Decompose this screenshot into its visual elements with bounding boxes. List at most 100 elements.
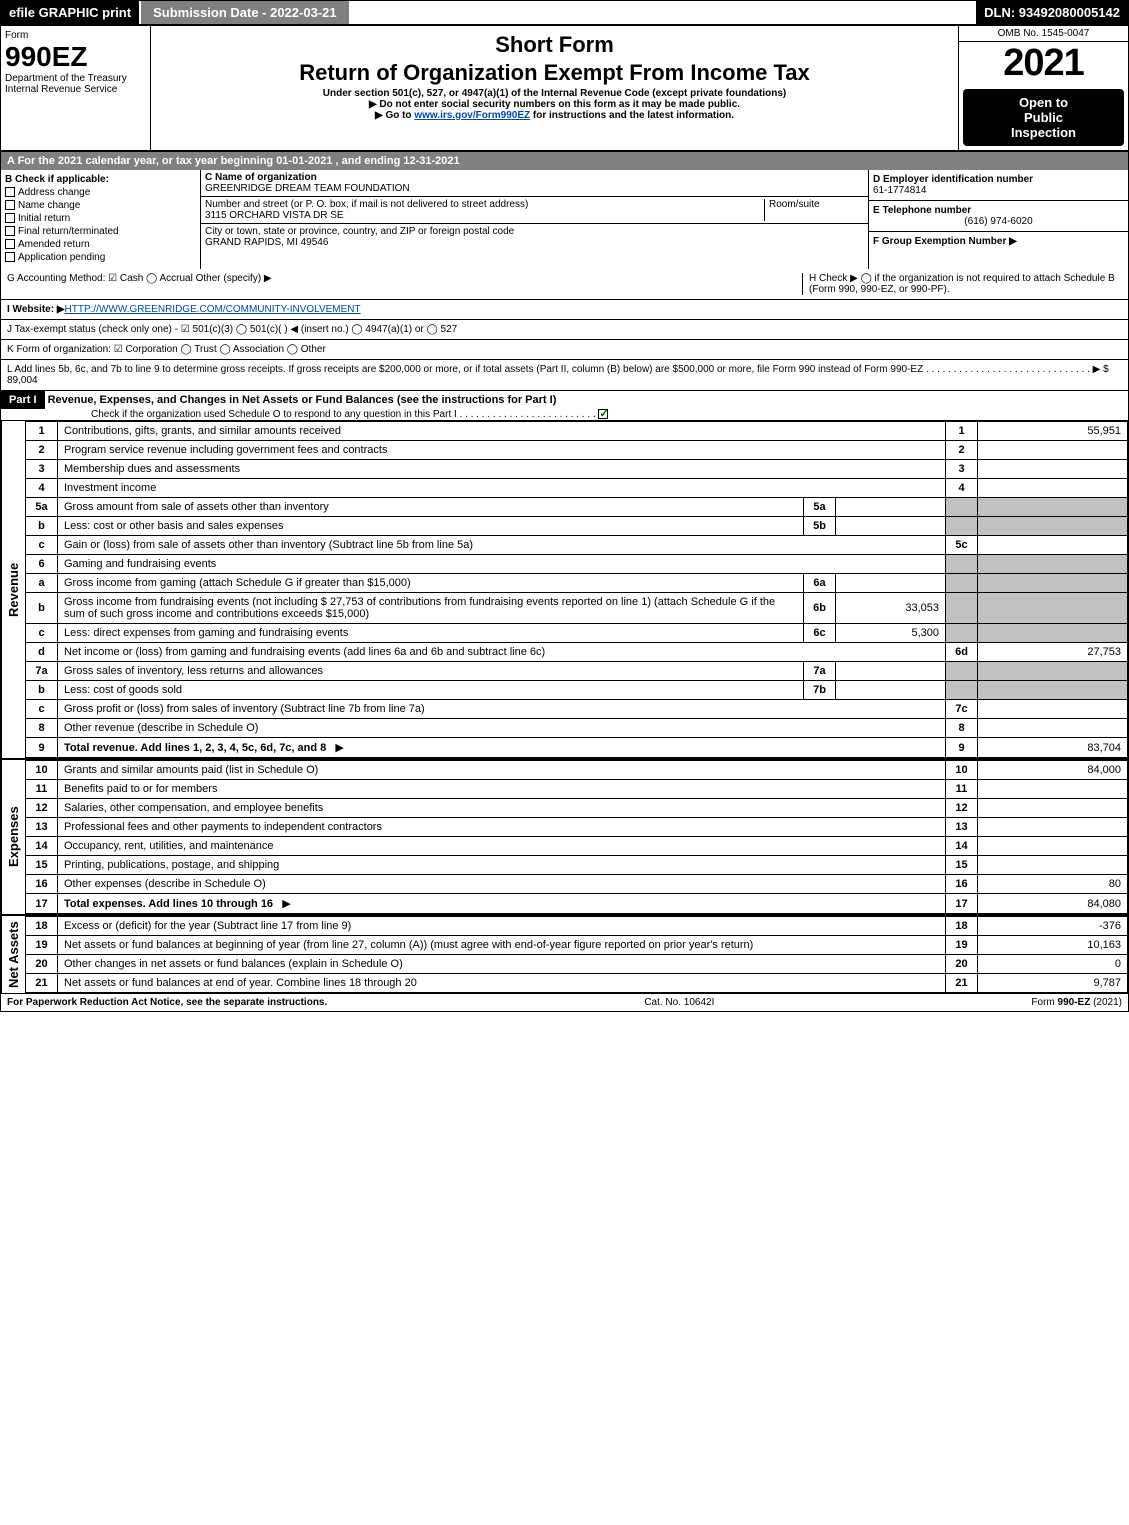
subline-value [836,662,946,681]
section-g: G Accounting Method: ☑ Cash ◯ Accrual Ot… [7,273,802,295]
org-address: 3115 ORCHARD VISTA DR SE [205,210,344,221]
section-k: K Form of organization: ☑ Corporation ◯ … [1,340,1128,360]
header-right: OMB No. 1545-0047 2021 Open to Public In… [958,26,1128,150]
schedule-o-checkbox[interactable] [598,409,608,419]
form-page: efile GRAPHIC print Submission Date - 20… [0,0,1129,1012]
subline-value: 33,053 [836,593,946,624]
phone-label: E Telephone number [873,205,971,216]
line-ref: 12 [946,799,978,818]
line-ref: 4 [946,479,978,498]
section-j: J Tax-exempt status (check only one) - ☑… [1,320,1128,340]
line-ref [946,574,978,593]
line-ref [946,517,978,536]
irs-link[interactable]: www.irs.gov/Form990EZ [414,110,530,121]
subline-value [836,681,946,700]
check-address-change[interactable]: Address change [5,187,196,198]
check-application-pending[interactable]: Application pending [5,252,196,263]
line-desc: Benefits paid to or for members [58,780,946,799]
header-mid: Short Form Return of Organization Exempt… [151,26,958,150]
line-row: dNet income or (loss) from gaming and fu… [26,643,1128,662]
line-row: 18Excess or (deficit) for the year (Subt… [26,917,1128,936]
line-amount [978,700,1128,719]
open-to: Open to [969,95,1118,110]
form-word: Form [5,30,146,41]
line-num: c [26,700,58,719]
line-desc: Less: direct expenses from gaming and fu… [58,624,804,643]
line-row: bLess: cost of goods sold7b [26,681,1128,700]
line-amount [978,441,1128,460]
website-link[interactable]: HTTP://WWW.GREENRIDGE.COM/COMMUNITY-INVO… [65,304,361,315]
line-row: aGross income from gaming (attach Schedu… [26,574,1128,593]
line-desc: Gross income from fundraising events (no… [58,593,804,624]
line-ref: 21 [946,974,978,993]
line-amount: 83,704 [978,738,1128,758]
line-desc: Occupancy, rent, utilities, and maintena… [58,837,946,856]
line-ref: 10 [946,761,978,780]
line-ref: 2 [946,441,978,460]
line-desc: Membership dues and assessments [58,460,946,479]
ein-label: D Employer identification number [873,174,1033,185]
check-amended-return[interactable]: Amended return [5,239,196,250]
line-ref [946,555,978,574]
subline-label: 6a [804,574,836,593]
line-amount: 80 [978,875,1128,894]
line-ref: 1 [946,422,978,441]
check-initial-return[interactable]: Initial return [5,213,196,224]
subline-label: 6b [804,593,836,624]
org-city: GRAND RAPIDS, MI 49546 [205,237,328,248]
subtitle-ssn: ▶ Do not enter social security numbers o… [155,99,954,110]
line-amount: 0 [978,955,1128,974]
line-num: 4 [26,479,58,498]
line-ref: 7c [946,700,978,719]
line-amount [978,593,1128,624]
subline-label: 6c [804,624,836,643]
efile-label: efile GRAPHIC print [1,1,139,24]
subline-label: 5a [804,498,836,517]
section-e: E Telephone number (616) 974-6020 [869,201,1128,232]
check-final-return[interactable]: Final return/terminated [5,226,196,237]
line-desc: Excess or (deficit) for the year (Subtra… [58,917,946,936]
inspection: Inspection [969,125,1118,140]
line-desc: Other expenses (describe in Schedule O) [58,875,946,894]
line-row: 4Investment income4 [26,479,1128,498]
line-row: 6Gaming and fundraising events [26,555,1128,574]
org-addr-cell: Number and street (or P. O. box, if mail… [201,197,868,224]
line-ref: 6d [946,643,978,662]
line-num: 17 [26,894,58,914]
line-desc: Salaries, other compensation, and employ… [58,799,946,818]
line-amount: 84,000 [978,761,1128,780]
line-desc: Other revenue (describe in Schedule O) [58,719,946,738]
section-def: D Employer identification number 61-1774… [868,170,1128,269]
netassets-section: Net Assets 18Excess or (deficit) for the… [1,914,1128,993]
public: Public [969,110,1118,125]
section-b: B Check if applicable: Address change Na… [1,170,201,269]
line-num: 16 [26,875,58,894]
section-a: A For the 2021 calendar year, or tax yea… [1,152,1128,170]
line-desc: Professional fees and other payments to … [58,818,946,837]
submission-date: Submission Date - 2022-03-21 [139,1,349,24]
section-f: F Group Exemption Number ▶ [869,232,1128,251]
section-l: L Add lines 5b, 6c, and 7b to line 9 to … [1,360,1128,391]
line-num: b [26,681,58,700]
line-desc: Gaming and fundraising events [58,555,946,574]
section-b-label: B Check if applicable: [5,174,196,185]
check-name-change[interactable]: Name change [5,200,196,211]
addr-label: Number and street (or P. O. box, if mail… [205,199,528,210]
line-num: 11 [26,780,58,799]
line-amount [978,818,1128,837]
line-desc: Printing, publications, postage, and shi… [58,856,946,875]
line-desc: Other changes in net assets or fund bala… [58,955,946,974]
line-amount [978,574,1128,593]
line-row: 1Contributions, gifts, grants, and simil… [26,422,1128,441]
line-desc: Total revenue. Add lines 1, 2, 3, 4, 5c,… [58,738,946,758]
line-num: 10 [26,761,58,780]
line-row: 2Program service revenue including gover… [26,441,1128,460]
org-city-cell: City or town, state or province, country… [201,224,868,250]
line-desc: Net income or (loss) from gaming and fun… [58,643,946,662]
line-amount [978,460,1128,479]
line-desc: Total expenses. Add lines 10 through 16 … [58,894,946,914]
line-num: c [26,624,58,643]
line-num: 19 [26,936,58,955]
subtitle-goto: ▶ Go to www.irs.gov/Form990EZ for instru… [155,110,954,121]
line-num: a [26,574,58,593]
